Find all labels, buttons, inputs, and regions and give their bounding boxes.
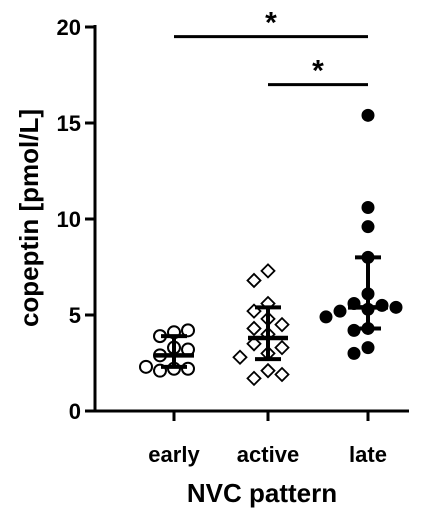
data-point-active [246,272,262,289]
data-point-late [361,341,375,355]
data-point-active [232,349,248,366]
data-point-active [246,370,262,387]
y-axis-label: copeptin [pmol/L] [14,109,44,327]
x-axis-label: NVC pattern [187,478,337,508]
data-point-late [333,304,347,318]
significance-star-active-late: * [312,55,324,88]
data-point-active [246,320,262,337]
data-point-active [274,366,290,383]
y-tick-label: 20 [57,15,81,40]
data-point-active [274,339,290,356]
data-point-early [139,359,153,374]
data-point-late [389,300,403,314]
data-point-late [361,108,375,122]
y-tick-label: 0 [69,399,81,424]
data-point-late [361,220,375,234]
axes: 0 5 10 15 20 early active late [57,15,409,467]
plot-marks: ** [139,7,403,387]
x-tick-label-early: early [148,442,200,467]
significance-star-early-late: * [265,7,277,40]
data-point-early [181,323,195,338]
y-tick-label: 5 [69,303,81,328]
data-point-late [361,200,375,214]
x-tick-label-active: active [237,442,299,467]
data-point-late [319,310,333,324]
data-point-late [347,346,361,360]
x-tick-label-late: late [349,442,387,467]
data-point-active [274,316,290,333]
data-point-active [260,362,276,379]
y-tick-label: 10 [57,207,81,232]
data-point-active [260,263,276,279]
data-point-active [246,336,262,352]
y-tick-label: 15 [57,111,81,136]
